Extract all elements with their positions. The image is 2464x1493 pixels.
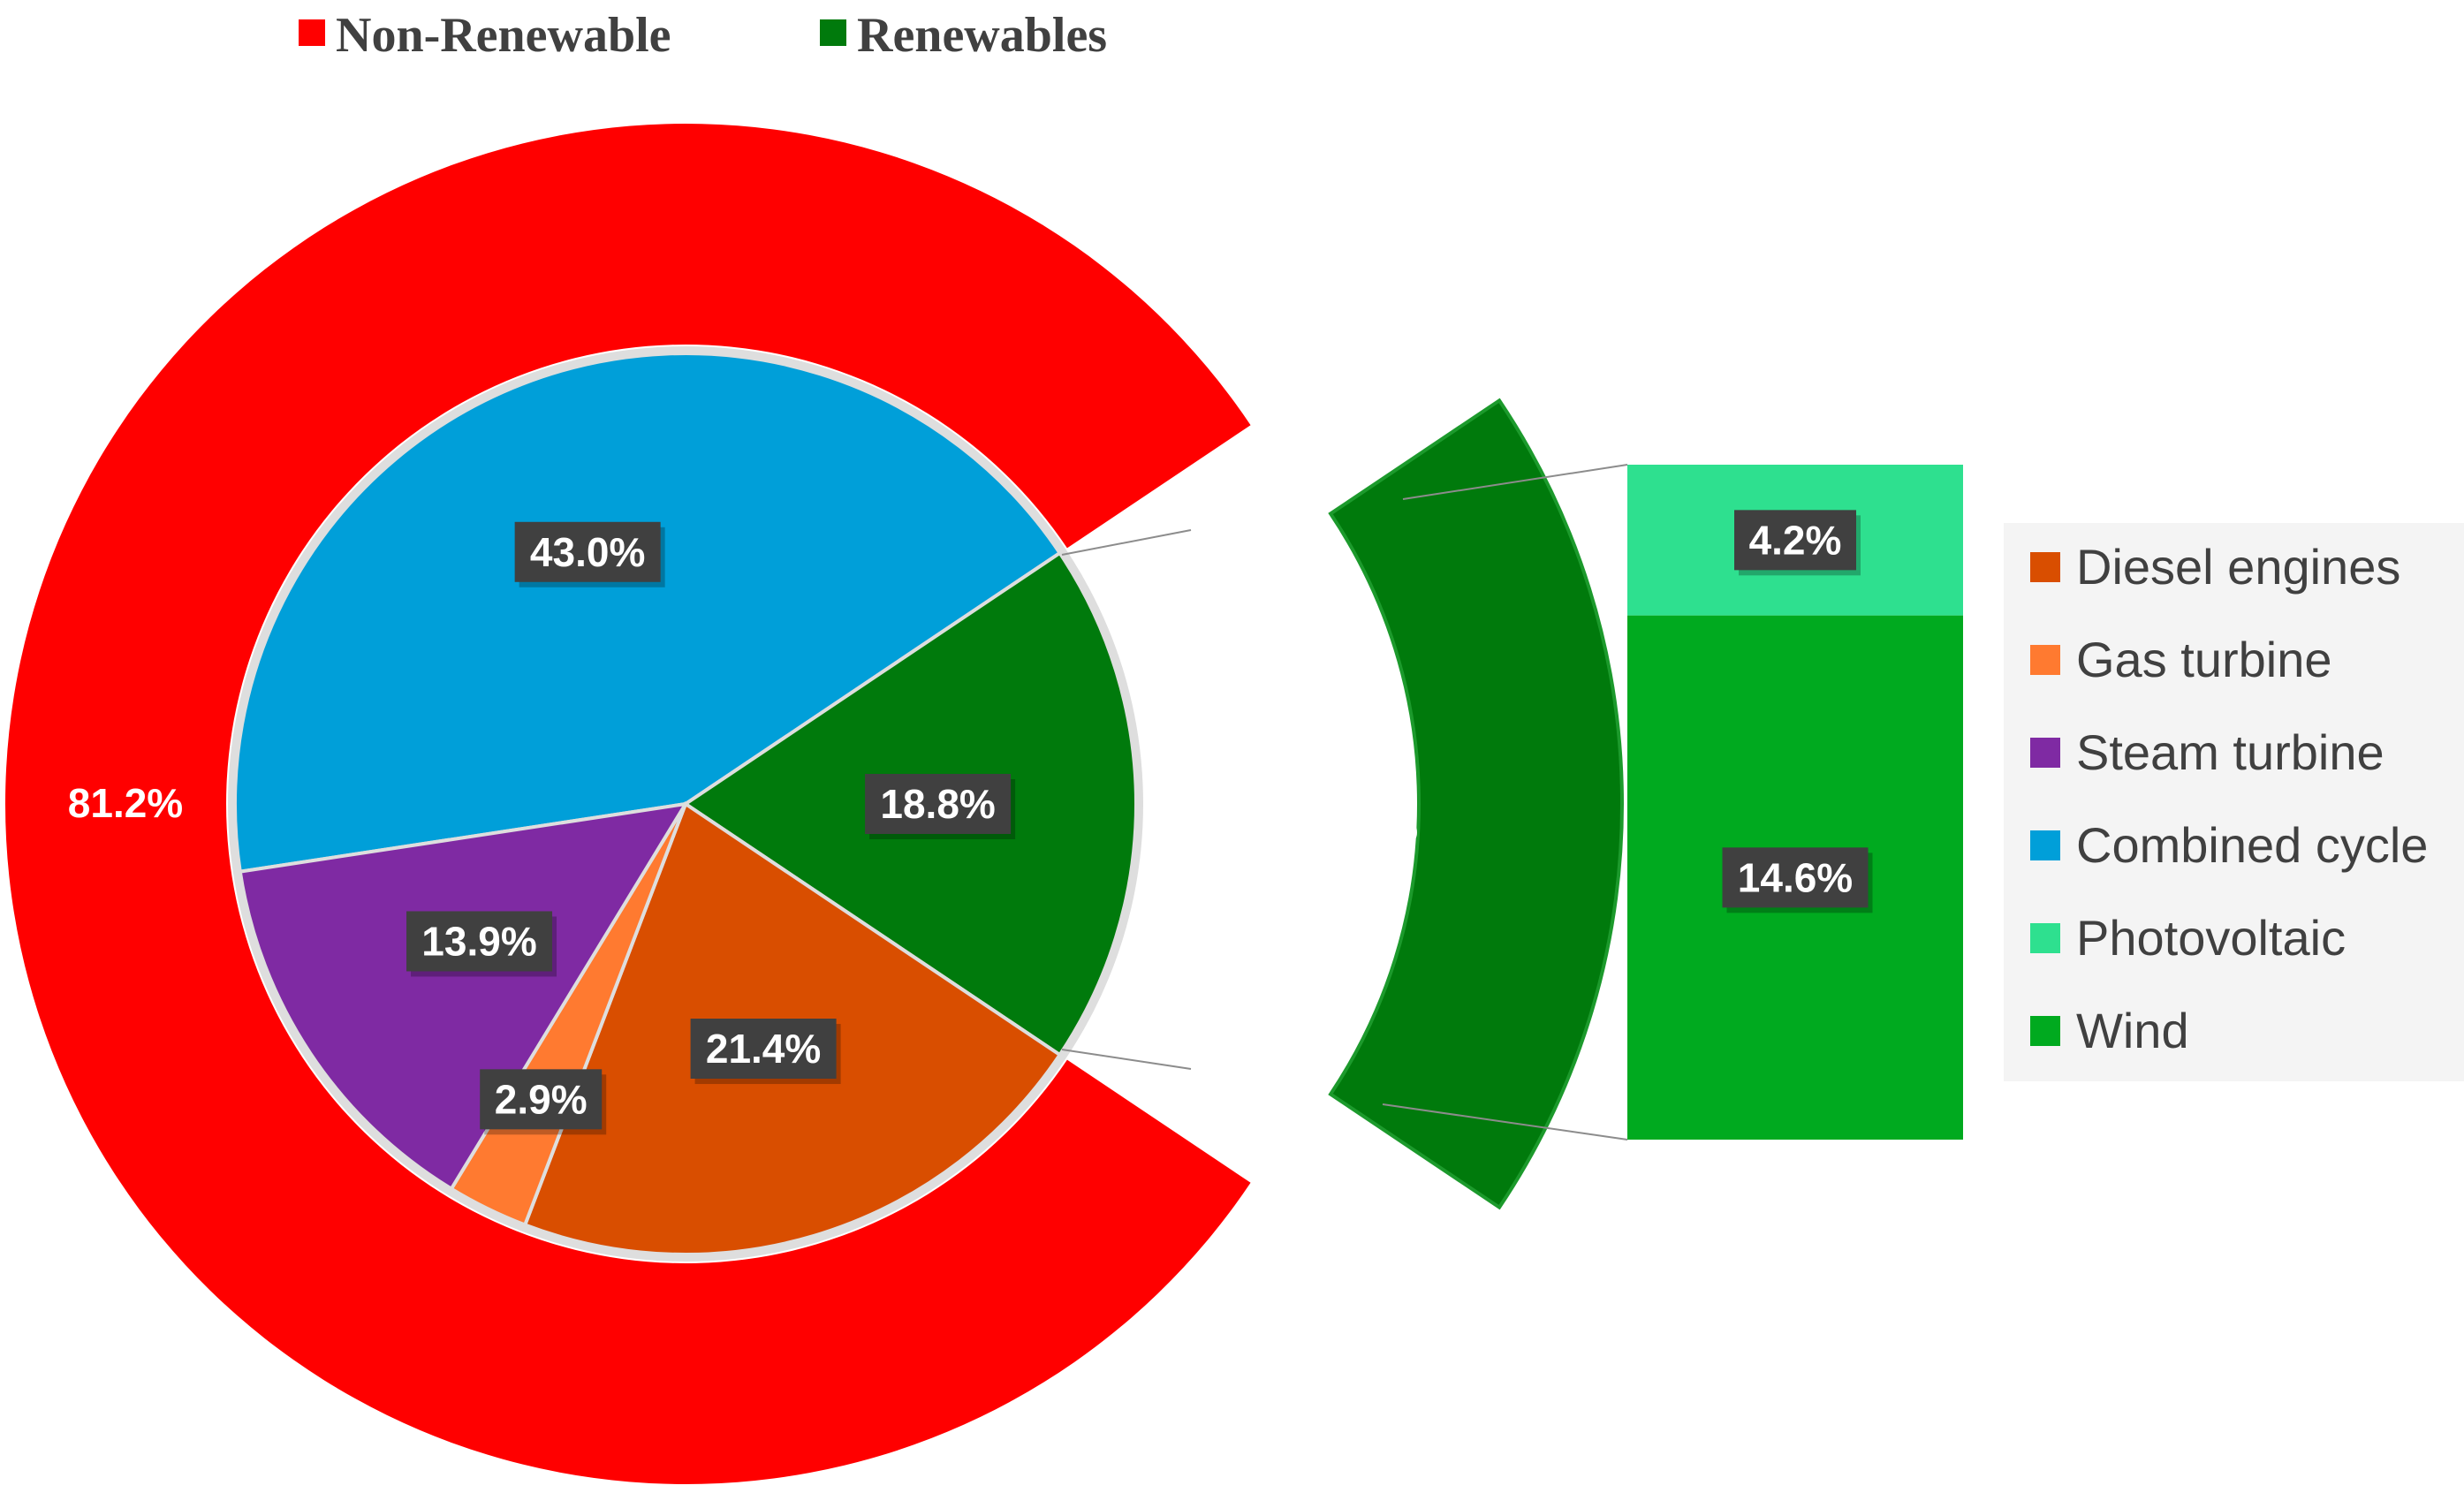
side-legend-label-photovoltaic: Photovoltaic (2076, 910, 2346, 966)
outer-ring-segment-renewables (1328, 398, 1624, 1210)
side-legend-swatch-combined-cycle (2030, 830, 2060, 860)
data-labels: 43.0% 18.8% 21.4% 2.9% 13.9% 4.2% 14.6% (406, 510, 1873, 1135)
side-legend-swatch-wind (2030, 1016, 2060, 1046)
side-legend-label-diesel-engines: Diesel engines (2076, 539, 2400, 595)
svg-text:18.8%: 18.8% (880, 781, 995, 827)
side-legend-label-steam-turbine: Steam turbine (2076, 724, 2384, 780)
svg-text:14.6%: 14.6% (1738, 854, 1853, 900)
inner-pie-slice-steam-turbine (238, 801, 689, 1192)
side-legend-label-combined-cycle: Combined cycle (2076, 817, 2428, 873)
side-legend-swatch-diesel-engines (2030, 552, 2060, 582)
side-legend-swatch-gas-turbine (2030, 645, 2060, 675)
top-legend: Non-Renewable Renewables (299, 8, 1107, 63)
outer-ring-label-non-renewable: 81.2% (68, 780, 183, 826)
side-legend-background (2004, 523, 2464, 1081)
legend-swatch-renewables (820, 19, 846, 46)
outer-ring-segment-non-renewable (5, 123, 1251, 1484)
side-legend-items: Diesel engines Gas turbine Steam turbine Co… (2030, 539, 2428, 1058)
inner-pie-label-renewables: 18.8% (865, 774, 1016, 839)
outer-ring (5, 123, 1251, 1484)
svg-text:2.9%: 2.9% (495, 1076, 588, 1122)
side-legend-swatch-steam-turbine (2030, 738, 2060, 768)
connector-bottom-inner (1061, 1049, 1192, 1070)
side-legend-label-wind: Wind (2076, 1003, 2189, 1058)
inner-pie-label-diesel-engines: 21.4% (690, 1019, 841, 1085)
connector-bottom-outer (1382, 1103, 1628, 1141)
svg-text:13.9%: 13.9% (421, 918, 536, 964)
connector-top-inner (1061, 529, 1192, 556)
svg-text:21.4%: 21.4% (706, 1026, 821, 1072)
legend-label-non-renewable: Non-Renewable (336, 8, 671, 63)
legend-label-renewables: Renewables (857, 8, 1107, 63)
breakdown-bar-label-wind: 14.6% (1722, 847, 1873, 913)
side-legend-swatch-photovoltaic (2030, 923, 2060, 953)
inner-pie-slice-combined-cycle (233, 352, 1063, 874)
inner-pie-label-gas-turbine: 2.9% (480, 1069, 607, 1135)
connector-top-outer (1402, 464, 1628, 500)
svg-text:43.0%: 43.0% (530, 529, 645, 575)
side-legend: Diesel engines Gas turbine Steam turbine Co… (2004, 523, 2464, 1081)
inner-pie (228, 346, 1143, 1262)
inner-pie-label-steam-turbine: 13.9% (406, 911, 557, 977)
inner-pie-label-combined-cycle: 43.0% (514, 521, 665, 587)
breakdown-bar-label-photovoltaic: 4.2% (1734, 510, 1861, 576)
svg-text:4.2%: 4.2% (1749, 517, 1842, 563)
renewables-ring-segment (1328, 398, 1624, 1210)
outer-ring-label-renewables: 18.8% (1303, 804, 1418, 850)
connector-lines (1061, 464, 1628, 1141)
legend-swatch-non-renewable (299, 19, 325, 46)
side-legend-label-gas-turbine: Gas turbine (2076, 632, 2332, 687)
